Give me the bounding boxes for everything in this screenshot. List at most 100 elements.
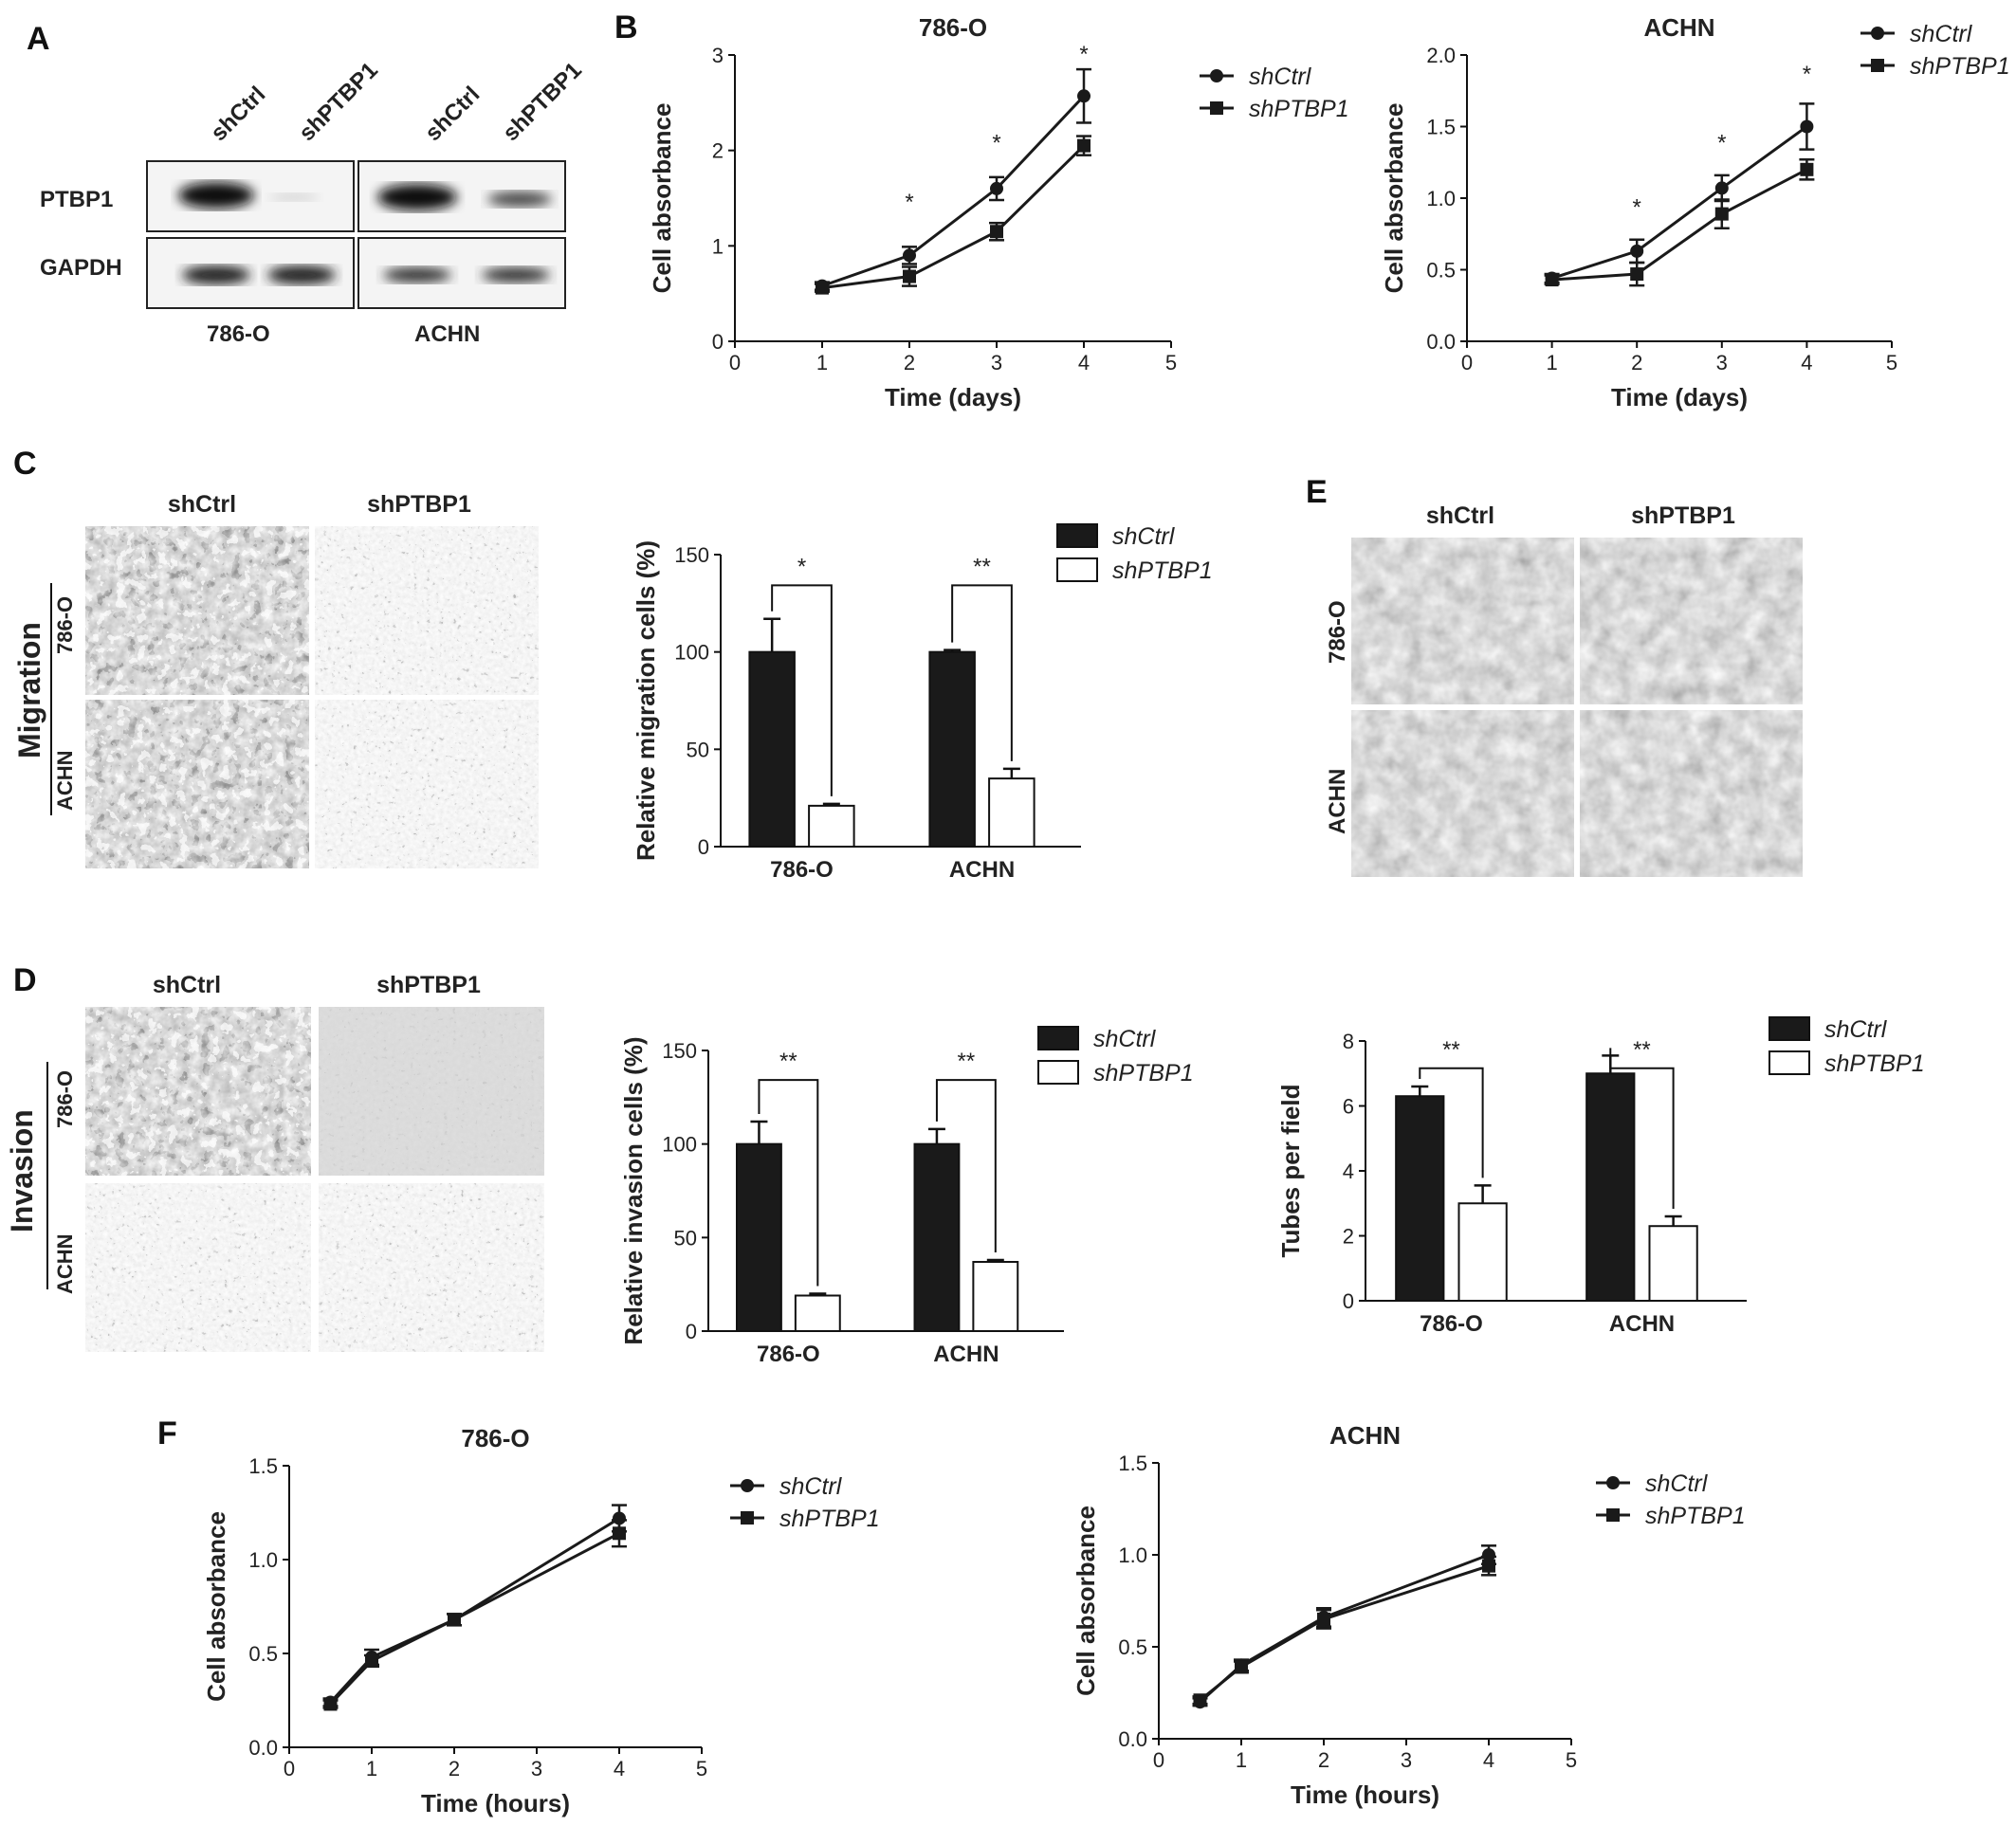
chart-migration: 0 50 100 150 Relative migration cells (%) * 78… (632, 523, 1213, 883)
y-axis-label: Cell absorbance (1072, 1506, 1100, 1696)
significance-star: * (1079, 42, 1088, 67)
western-blot: shCtrl shPTBP1 shCtrl shPTBP1 PTBP1 GAPD… (40, 58, 587, 347)
micrograph (85, 700, 309, 868)
bar-shCtrl (1395, 1095, 1445, 1302)
legend-label: shPTBP1 (1645, 1503, 1746, 1529)
y-tick-label: 0.5 (1426, 259, 1456, 283)
legend-marker (741, 1511, 754, 1525)
y-tick-label: 50 (674, 1226, 697, 1250)
legend-label: shCtrl (779, 1473, 843, 1500)
legend-label: shPTBP1 (1093, 1060, 1194, 1086)
bar-shPTBP1 (794, 1294, 841, 1333)
data-point (1800, 162, 1814, 176)
x-axis-label: Time (days) (885, 383, 1021, 411)
lane-label: shPTBP1 (498, 58, 587, 147)
legend-swatch (1037, 1060, 1079, 1085)
data-point (816, 281, 829, 295)
row-label: ACHN (53, 750, 77, 811)
legend-label: shPTBP1 (779, 1506, 880, 1532)
column-label: shPTBP1 (367, 491, 471, 518)
y-tick-label: 150 (674, 543, 709, 567)
panel-label-e: E (1306, 474, 1328, 510)
legend-marker (1871, 27, 1884, 40)
x-tick-label: 2 (1318, 1748, 1329, 1772)
data-point (448, 1613, 461, 1627)
data-point (990, 181, 1003, 195)
chart-title: ACHN (1643, 13, 1714, 42)
y-tick-label: 0.0 (248, 1736, 278, 1760)
series-line-shCtrl (329, 1517, 620, 1704)
x-tick-label: 2 (904, 351, 915, 374)
y-tick-label: 0 (686, 1320, 697, 1343)
y-tick-label: 3 (712, 44, 724, 67)
micrograph (1580, 710, 1803, 877)
micrograph (315, 526, 539, 695)
y-tick-label: 1.5 (1118, 1452, 1147, 1475)
legend-label: shPTBP1 (1112, 557, 1213, 584)
legend-swatch (1037, 1026, 1079, 1050)
blot-band (377, 184, 457, 210)
series-line-shPTBP1 (1199, 1564, 1490, 1702)
panel-label-b: B (614, 9, 638, 46)
x-tick-label: 4 (1078, 351, 1090, 374)
x-tick-label: 1 (816, 351, 828, 374)
significance-star: * (905, 190, 913, 215)
y-axis-label: Tubes per field (1276, 1085, 1305, 1258)
blot-band (487, 192, 552, 207)
legend-label: shCtrl (1112, 523, 1176, 550)
x-tick-label: 0 (284, 1757, 295, 1780)
x-tick-label: 4 (1801, 351, 1812, 374)
significance-bracket (758, 1079, 819, 1287)
cell-line-label: ACHN (414, 321, 480, 347)
y-tick-label: 0.5 (1118, 1635, 1147, 1659)
significance-bracket (1419, 1067, 1484, 1178)
data-point (1077, 89, 1090, 103)
row-label: 786-O (1325, 600, 1350, 664)
data-point (365, 1653, 378, 1668)
panel-label-d: D (13, 962, 37, 998)
data-point (1714, 181, 1729, 195)
y-tick-label: 1.0 (1426, 187, 1456, 210)
x-tick-label: 0 (729, 351, 741, 374)
legend-marker (1210, 101, 1223, 115)
significance-bracket (951, 584, 1013, 761)
group-label: Migration (12, 622, 46, 758)
y-tick-label: 1.5 (248, 1454, 278, 1478)
series-line-shPTBP1 (329, 1531, 620, 1706)
category-label: 786-O (1420, 1311, 1483, 1337)
bar-shPTBP1 (1648, 1225, 1698, 1302)
blot-band (267, 265, 336, 284)
significance-bracket (771, 584, 833, 796)
lane-label: shCtrl (206, 82, 270, 146)
x-axis-label: Time (days) (1611, 383, 1748, 411)
y-tick-label: 0 (1343, 1289, 1354, 1313)
x-tick-label: 3 (1716, 351, 1728, 374)
data-point (1235, 1660, 1248, 1674)
data-point (1800, 119, 1814, 134)
column-label: shPTBP1 (376, 972, 481, 998)
bar-shCtrl (1585, 1072, 1636, 1302)
chart-achn-hours: 0 1 2 3 4 5 0.0 0.5 1.0 1.5 Time (hours) Cell absor… (1072, 1421, 1746, 1809)
significance-star: * (1633, 195, 1641, 221)
micrograph (315, 700, 539, 868)
legend-label: shCtrl (1910, 21, 1973, 47)
panel-label-c: C (13, 446, 37, 482)
data-point (613, 1511, 626, 1525)
y-tick-label: 0.0 (1118, 1727, 1147, 1751)
bar-shCtrl (736, 1142, 782, 1332)
y-tick-label: 1.5 (1426, 116, 1456, 139)
chart-title: 786-O (461, 1424, 529, 1452)
legend-marker (1210, 69, 1223, 82)
micrograph (319, 1183, 544, 1352)
legend-marker (741, 1479, 754, 1492)
migration-images: shCtrl shPTBP1 Migration 786-O ACHN (12, 491, 539, 868)
blot-band (269, 193, 319, 201)
data-point (613, 1526, 626, 1541)
y-tick-label: 1 (712, 234, 724, 258)
significance-star: * (1717, 131, 1726, 156)
legend-swatch (1056, 557, 1098, 582)
x-tick-label: 1 (1236, 1748, 1247, 1772)
bar-shPTBP1 (1457, 1202, 1508, 1302)
significance-bracket (935, 1079, 997, 1253)
x-axis-label: Time (hours) (1291, 1780, 1439, 1809)
